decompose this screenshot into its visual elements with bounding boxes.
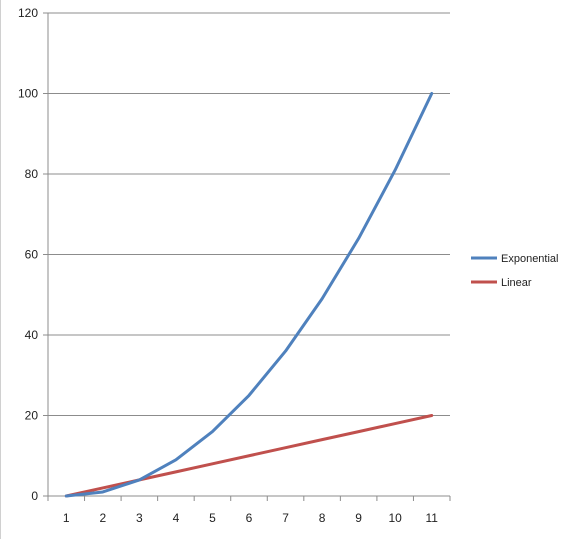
series-line-linear — [64, 414, 434, 498]
x-tick-label: 10 — [389, 511, 403, 525]
axes: 0 20 40 60 80 100 120 1 2 3 4 5 6 7 8 9 10 11 — [18, 6, 451, 525]
legend-label: Linear — [501, 277, 532, 289]
x-tick-label: 6 — [246, 511, 253, 525]
x-tick-label: 2 — [99, 511, 106, 525]
y-tick-label: 0 — [31, 489, 38, 503]
y-tick-label: 80 — [25, 167, 39, 181]
series-line-exponential — [64, 92, 434, 498]
y-tick-label: 60 — [25, 248, 39, 262]
legend-label: Exponential — [501, 253, 559, 265]
x-tick-label: 9 — [355, 511, 362, 525]
y-tick-label: 120 — [18, 6, 38, 20]
x-tick-label: 4 — [173, 511, 180, 525]
y-tick-label: 40 — [25, 328, 39, 342]
legend: Exponential Linear — [471, 253, 559, 289]
x-tick-label: 7 — [282, 511, 289, 525]
y-tick-label: 20 — [25, 409, 39, 423]
x-tick-label: 5 — [209, 511, 216, 525]
x-tick-label: 8 — [319, 511, 326, 525]
y-tick-label: 100 — [18, 87, 38, 101]
series-lines — [64, 92, 434, 498]
x-tick-label: 1 — [63, 511, 70, 525]
x-tick-label: 3 — [136, 511, 143, 525]
gridlines — [48, 12, 450, 416]
x-tick-label: 11 — [425, 511, 438, 525]
